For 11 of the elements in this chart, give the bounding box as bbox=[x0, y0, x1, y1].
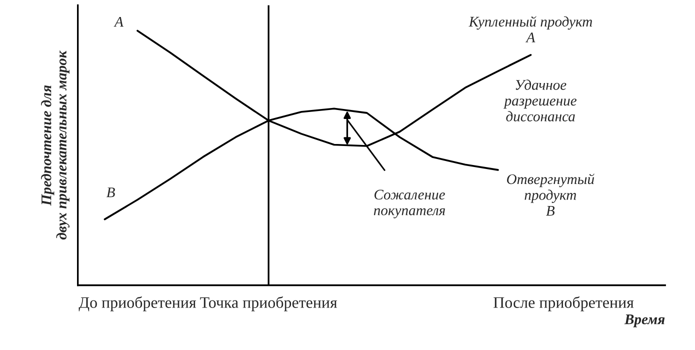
y-axis-title: Предпочтение для двух привлекательных марок bbox=[40, 50, 70, 240]
annotation: Отвергнутый продукт B bbox=[507, 174, 594, 216]
annotation: Сожаление покупателя bbox=[374, 190, 445, 218]
x-tick-label: До приобретения bbox=[78, 296, 196, 312]
text: A bbox=[114, 16, 124, 27]
annotation: B bbox=[106, 188, 115, 198]
x-tick-label: Точка приобретения bbox=[200, 296, 338, 312]
annotation: Удачное разрешение диссонанса bbox=[503, 80, 577, 122]
annotation: Купленный продукт A bbox=[468, 16, 592, 42]
x-axis-title: Время bbox=[624, 314, 665, 328]
x-tick-label: После приобретения bbox=[494, 296, 634, 312]
